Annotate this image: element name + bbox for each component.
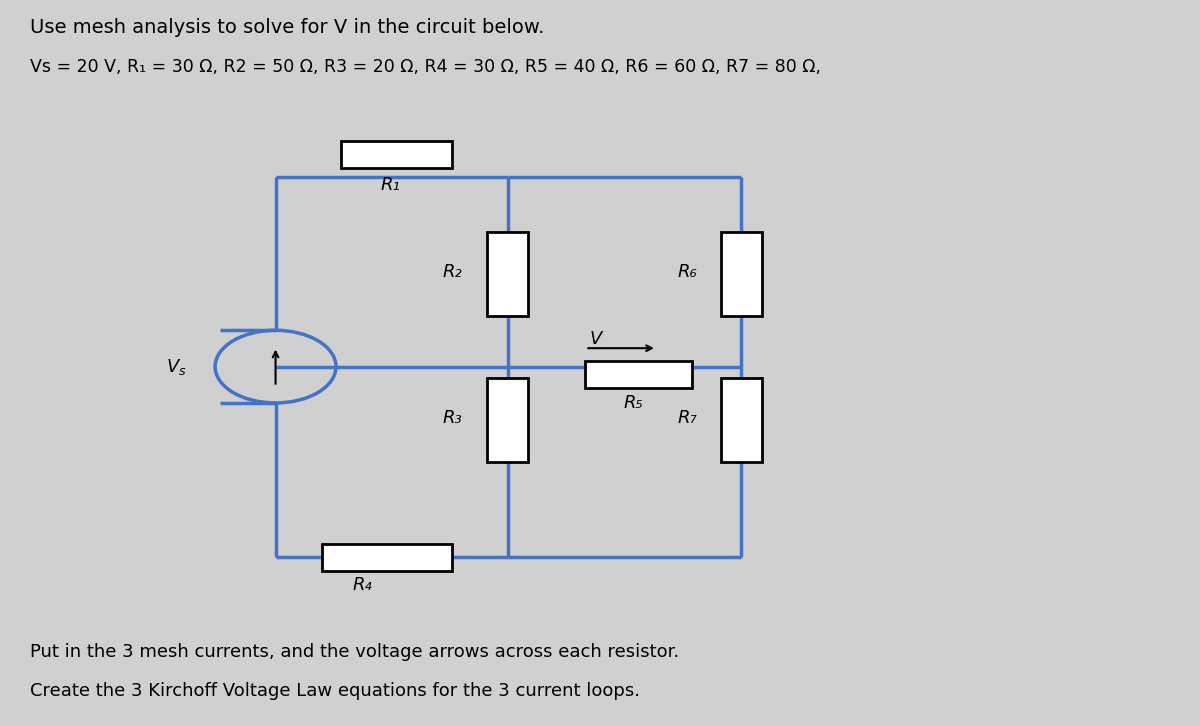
Text: Put in the 3 mesh currents, and the voltage arrows across each resistor.: Put in the 3 mesh currents, and the volt… [30, 643, 679, 661]
Bar [721, 232, 762, 317]
Text: Create the 3 Kirchoff Voltage Law equations for the 3 current loops.: Create the 3 Kirchoff Voltage Law equati… [30, 682, 640, 701]
Text: Vs = 20 V, R₁ = 30 Ω, R2 = 50 Ω, R3 = 20 Ω, R4 = 30 Ω, R5 = 40 Ω, R6 = 60 Ω, R7 : Vs = 20 V, R₁ = 30 Ω, R2 = 50 Ω, R3 = 20… [30, 58, 821, 76]
Text: R₁: R₁ [380, 176, 400, 194]
Bar [721, 378, 762, 462]
Text: R₅: R₅ [624, 394, 643, 412]
Text: $V$: $V$ [589, 330, 604, 348]
Text: R₇: R₇ [678, 409, 697, 427]
Text: $V_s$: $V_s$ [166, 356, 186, 377]
Text: R₆: R₆ [678, 263, 697, 280]
Bar [586, 361, 692, 388]
Text: Use mesh analysis to solve for V in the circuit below.: Use mesh analysis to solve for V in the … [30, 18, 545, 37]
Bar [487, 378, 528, 462]
Text: R₄: R₄ [352, 576, 372, 594]
Bar [487, 232, 528, 317]
Text: R₂: R₂ [443, 263, 462, 280]
Bar [322, 544, 452, 571]
Text: R₃: R₃ [443, 409, 462, 427]
Bar [341, 142, 452, 168]
